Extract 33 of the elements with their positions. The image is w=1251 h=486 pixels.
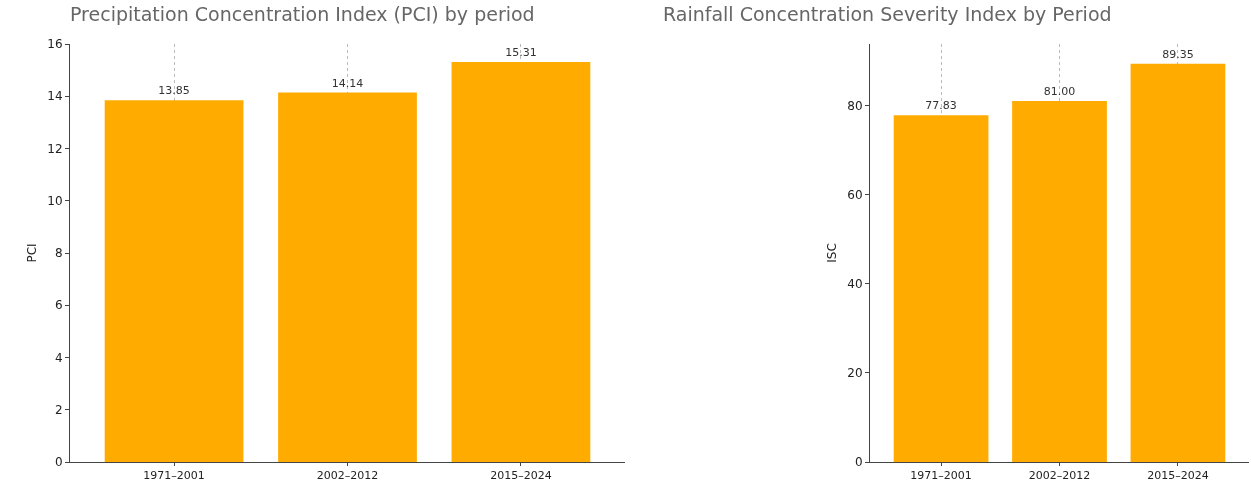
x-tick-label: 2002–2012 <box>316 469 379 483</box>
x-tick-label: 2015–2024 <box>490 469 552 483</box>
chart-title: Precipitation Concentration Index (PCI) by period <box>70 2 535 25</box>
y-tick-label: 0 <box>54 455 63 470</box>
chart-title: Rainfall Concentration Severity Index by Period <box>663 2 1112 25</box>
y-tick-label: 80 <box>847 98 863 113</box>
data-label: 13.85 <box>158 84 190 98</box>
data-label: 81.00 <box>1043 85 1076 99</box>
y-tick-label: 4 <box>54 350 63 365</box>
bar <box>451 62 591 462</box>
y-tick-label: 14 <box>47 89 63 104</box>
data-label: 14.14 <box>331 76 364 90</box>
x-tick-label: 2015–2024 <box>1147 469 1209 483</box>
x-tick-label: 2002–2012 <box>1028 469 1091 483</box>
y-tick-label: 6 <box>54 298 63 313</box>
y-tick-label: 2 <box>54 402 63 417</box>
data-label: 89.35 <box>1162 47 1194 61</box>
bar <box>104 100 244 462</box>
y-tick-label: 60 <box>847 187 863 202</box>
y-tick-label: 16 <box>47 37 63 52</box>
y-axis-title: ISC <box>824 243 839 263</box>
y-axis-title: PCI <box>24 243 39 263</box>
x-tick-label: 1971–2001 <box>910 469 972 483</box>
y-tick-label: 8 <box>54 246 63 261</box>
data-label: 77.83 <box>925 99 957 113</box>
y-tick-label: 40 <box>847 276 863 291</box>
x-tick-label: 1971–2001 <box>143 469 205 483</box>
bar <box>278 92 417 462</box>
y-tick-label: 12 <box>47 141 63 156</box>
y-tick-label: 10 <box>47 193 63 208</box>
data-label: 15.31 <box>505 46 537 60</box>
y-tick-label: 0 <box>854 455 863 470</box>
y-tick-label: 20 <box>847 366 863 381</box>
